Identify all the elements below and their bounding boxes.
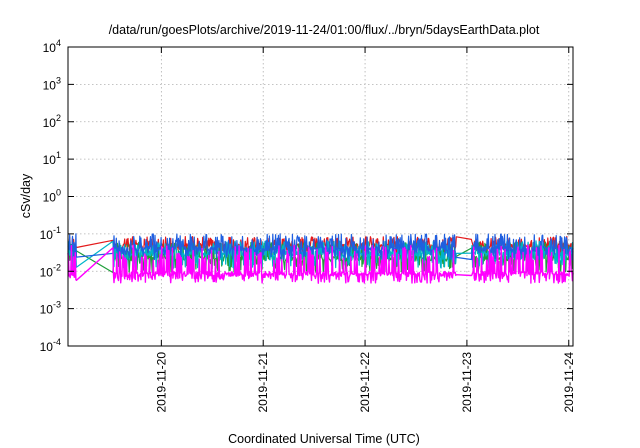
chart-title: /data/run/goesPlots/archive/2019-11-24/0… <box>109 23 540 37</box>
y-tick-label: 100 <box>43 188 61 205</box>
x-axis: 2019-11-20 2019-11-21 2019-11-22 2019-11-23… <box>154 47 576 413</box>
x-tick-label: 2019-11-22 <box>358 352 372 413</box>
y-tick-label: 102 <box>43 113 61 130</box>
y-tick-label: 101 <box>43 150 61 167</box>
y-axis-label: cSv/day <box>19 173 33 218</box>
y-tick-label: 10-3 <box>40 300 61 317</box>
y-axis: 10-4 10-3 10-2 10-1 100 101 102 103 104 <box>40 38 573 354</box>
x-tick-label: 2019-11-20 <box>154 352 168 413</box>
series-line-5 <box>67 244 574 284</box>
x-axis-label: Coordinated Universal Time (UTC) <box>228 432 420 446</box>
y-tick-label: 103 <box>43 75 61 92</box>
y-tick-label: 10-2 <box>40 262 61 279</box>
y-tick-label: 104 <box>43 38 61 55</box>
y-tick-label: 10-1 <box>40 225 61 242</box>
x-tick-label: 2019-11-24 <box>562 352 576 413</box>
x-tick-label: 2019-11-21 <box>256 352 270 413</box>
x-tick-label: 2019-11-23 <box>460 352 474 413</box>
y-tick-label: 10-4 <box>40 337 61 354</box>
series-layer <box>67 233 574 284</box>
